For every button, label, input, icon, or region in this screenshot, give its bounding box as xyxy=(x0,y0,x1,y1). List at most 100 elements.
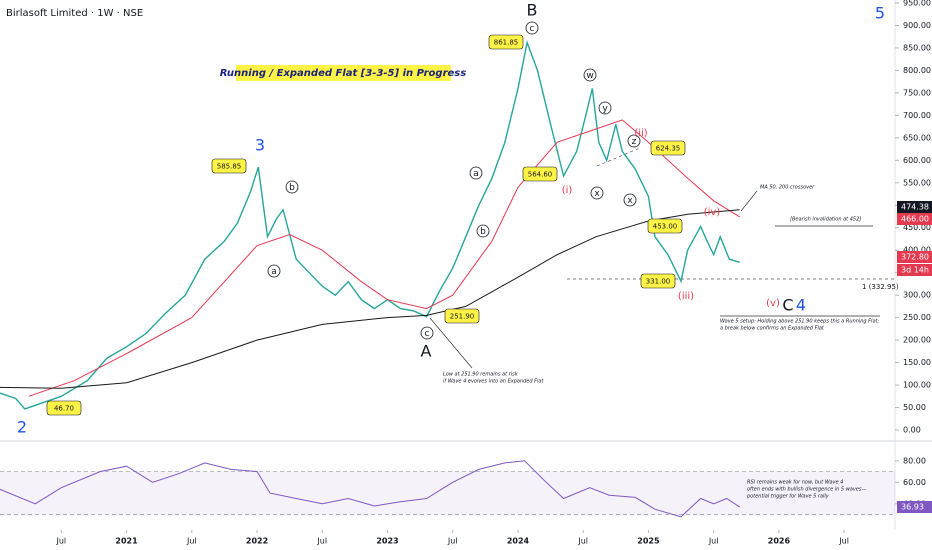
y-tick-label: 700.00 xyxy=(903,111,931,120)
x-tick-label: 2021 xyxy=(115,537,138,546)
y-tick-label: 450.00 xyxy=(903,223,931,232)
wave-label: B xyxy=(527,1,538,20)
y-tick-label: 400.00 xyxy=(903,246,931,255)
callout-box xyxy=(522,166,558,182)
wave-circle-label: a xyxy=(473,169,479,179)
rsi-annotation: often ends with bullish divergence in 5 … xyxy=(747,487,867,493)
rsi-band xyxy=(0,471,895,515)
callout-box xyxy=(488,34,524,50)
series-line xyxy=(28,119,740,397)
x-tick-label: Jul xyxy=(447,537,458,546)
price-label: 466.00 xyxy=(901,215,929,224)
y-tick-label: 300.00 xyxy=(903,291,931,300)
price-label-box xyxy=(897,201,932,213)
wave-circle xyxy=(590,186,604,200)
arrow xyxy=(740,190,758,212)
callout-label: 331.00 xyxy=(646,278,671,286)
rsi-y-tick-label: 60.00 xyxy=(903,478,926,487)
price-label: 474.38 xyxy=(901,203,929,212)
trend-line xyxy=(596,147,641,167)
y-tick-label: 100.00 xyxy=(903,381,931,390)
annotation: Wave 5 setup: Holding above 251.90 keeps… xyxy=(720,319,879,325)
wave-circle-label: c xyxy=(425,329,430,339)
rsi-annotation: potential trigger for Wave 5 rally xyxy=(746,494,830,500)
wave-label: C xyxy=(782,296,793,315)
minor-wave-label: (i) xyxy=(562,185,573,196)
x-tick-label: Jul xyxy=(577,537,588,546)
series-line xyxy=(0,209,740,389)
annotation: a break below confirms an Expanded Flat xyxy=(720,326,825,332)
price-label-box xyxy=(897,213,932,225)
wave-circle xyxy=(583,68,597,82)
y-tick-label: 850.00 xyxy=(903,43,931,52)
y-tick-label: 600.00 xyxy=(903,156,931,165)
wave-circle xyxy=(623,193,637,207)
price-label: 372.80 xyxy=(901,253,929,262)
wave-label: A xyxy=(421,342,432,361)
y-tick-label: 900.00 xyxy=(903,21,931,30)
wave-circle-label: y xyxy=(602,104,608,114)
x-tick-label: 2025 xyxy=(637,537,660,546)
rsi-y-tick-label: 80.00 xyxy=(903,456,926,465)
x-tick-label: Jul xyxy=(186,537,197,546)
minor-wave-label: (v) xyxy=(766,298,780,309)
y-tick-label: 800.00 xyxy=(903,66,931,75)
y-tick-label: 200.00 xyxy=(903,336,931,345)
callout-label: 251.90 xyxy=(450,313,475,321)
annotation: Low at 251.90 remains at risk xyxy=(443,372,519,378)
wave-circle xyxy=(627,134,641,148)
wave-circle xyxy=(469,166,483,180)
rsi-label-box xyxy=(897,501,932,513)
rsi-label: 36.93 xyxy=(901,503,924,512)
callout-label: 624.35 xyxy=(656,145,681,153)
x-tick-label: 2024 xyxy=(507,537,530,546)
wave-circle-label: b xyxy=(480,227,486,237)
rsi-annotation: RSI remains weak for now, but Wave 4 xyxy=(747,480,843,486)
callout-label: 564.60 xyxy=(528,171,553,179)
headline: Running / Expanded Flat [3-3-5] in Progr… xyxy=(220,68,466,79)
y-tick-label: 650.00 xyxy=(903,133,931,142)
wave-label: 3 xyxy=(255,136,265,155)
callout-box xyxy=(647,218,683,234)
callout-label: 585.85 xyxy=(217,163,242,171)
annotation: if Wave 4 evolves into an Expanded Flat xyxy=(443,379,544,385)
wave-circle xyxy=(285,180,299,194)
x-tick-label: Jul xyxy=(708,537,719,546)
x-tick-label: 2026 xyxy=(768,537,791,546)
y-tick-label: 50.00 xyxy=(903,403,926,412)
y-tick-label: 550.00 xyxy=(903,178,931,187)
callout-box xyxy=(650,140,686,156)
wave-circle-label: x xyxy=(594,189,600,199)
annotation: [Bearish invalidation at 452] xyxy=(790,217,861,223)
price-label-box xyxy=(897,264,932,276)
callout-label: 46.70 xyxy=(54,405,74,413)
series-line xyxy=(0,460,740,518)
callout-box xyxy=(640,273,676,289)
callout-box xyxy=(46,400,82,416)
y-tick-label: 750.00 xyxy=(903,88,931,97)
wave-circle-label: a xyxy=(271,267,277,277)
callout-box xyxy=(211,158,247,174)
annotation: 1 (332.95) xyxy=(862,283,899,291)
y-tick-label: 0.00 xyxy=(903,426,921,435)
wave-circle xyxy=(476,224,490,238)
x-tick-label: Jul xyxy=(316,537,327,546)
x-tick-label: 2023 xyxy=(376,537,398,546)
wave-circle-label: b xyxy=(289,183,295,193)
wave-circle-label: x xyxy=(627,196,633,206)
price-label-box xyxy=(897,251,932,263)
wave-circle-label: w xyxy=(586,71,593,81)
wave-circle-label: c xyxy=(530,24,535,34)
wave-circle xyxy=(420,326,434,340)
arrow xyxy=(429,317,473,369)
minor-wave-label: (ii) xyxy=(634,128,647,139)
y-tick-label: 250.00 xyxy=(903,313,931,322)
wave-label: 5 xyxy=(875,4,885,23)
x-tick-label: Jul xyxy=(838,537,849,546)
minor-wave-label: (iv) xyxy=(704,207,721,218)
wave-circle xyxy=(525,21,539,35)
wave-label: 2 xyxy=(17,418,27,437)
x-tick-label: Jul xyxy=(55,537,66,546)
callout-label: 861.85 xyxy=(494,39,519,47)
